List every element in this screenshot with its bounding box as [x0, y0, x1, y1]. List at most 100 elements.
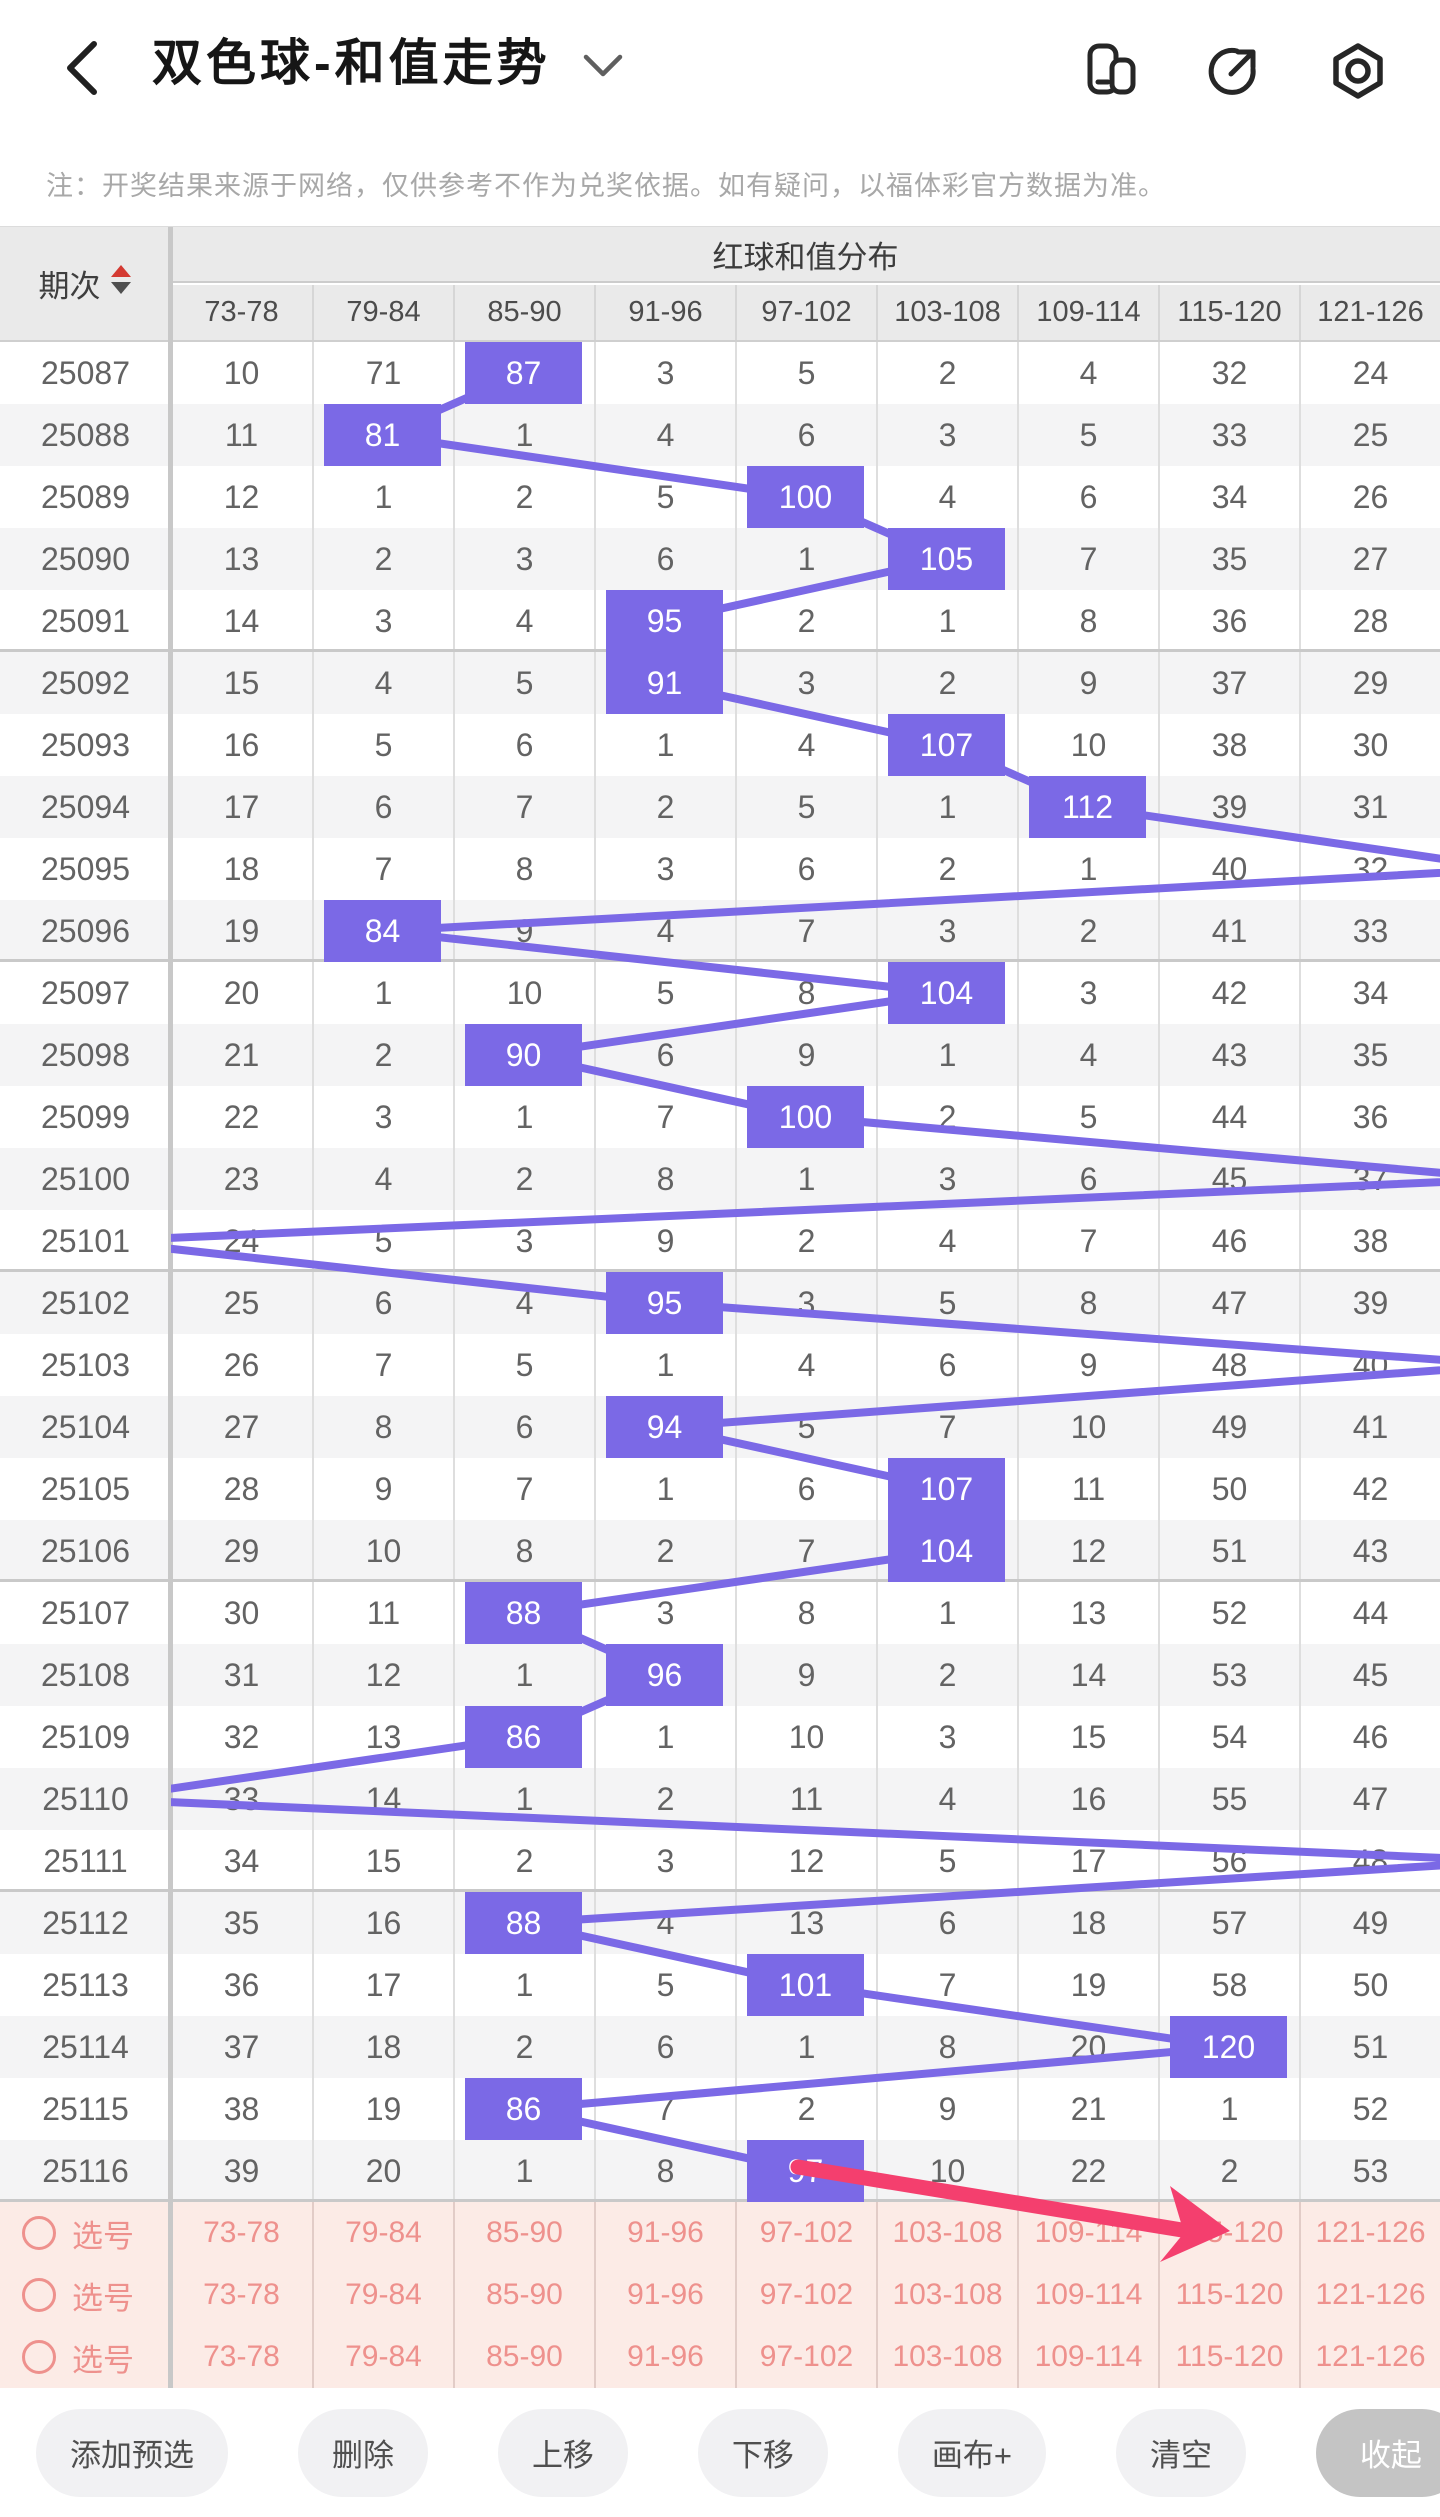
miss-count-cell: 4: [735, 1334, 876, 1396]
selection-range-option[interactable]: 97-102: [735, 2264, 876, 2326]
miss-count-cell: 6: [735, 404, 876, 466]
toolbar-button-move-up[interactable]: 上移: [497, 2408, 628, 2497]
miss-count-cell: 5: [312, 1210, 453, 1269]
selection-range-option[interactable]: 109-114: [1017, 2326, 1158, 2388]
selection-range-option[interactable]: 91-96: [594, 2202, 735, 2264]
selection-range-option[interactable]: 115-120: [1158, 2264, 1299, 2326]
period-cell: 25095: [41, 851, 130, 887]
miss-count-cell: 19: [312, 2078, 453, 2140]
selection-radio[interactable]: [22, 2216, 56, 2250]
selection-range-option[interactable]: 85-90: [453, 2326, 594, 2388]
miss-count-cell: 26: [223, 1347, 260, 1383]
period-cell: 25100: [41, 1161, 130, 1197]
selection-range-option[interactable]: 103-108: [876, 2202, 1017, 2264]
miss-count-cell: 43: [1158, 1024, 1299, 1086]
selection-range-option[interactable]: 79-84: [312, 2326, 453, 2388]
selection-range-option[interactable]: 97-102: [735, 2202, 876, 2264]
miss-count-cell: 2: [453, 1830, 594, 1889]
selection-range-option[interactable]: 73-78: [203, 2340, 280, 2373]
miss-count-cell: 5: [735, 342, 876, 404]
miss-count-cell: 21: [1017, 2078, 1158, 2140]
settings-icon[interactable]: [1328, 40, 1388, 102]
selection-range-option[interactable]: 91-96: [594, 2326, 735, 2388]
table-row: 25097 20 1 10 5 8 104 3 42 34: [0, 962, 1440, 1024]
selection-range-option[interactable]: 91-96: [594, 2264, 735, 2326]
miss-count-cell: 9: [453, 900, 594, 959]
table-row: 25108 31 12 1 96 9 2 14 53 45: [0, 1644, 1440, 1706]
selection-range-option[interactable]: 109-114: [1017, 2202, 1158, 2264]
miss-count-cell: 53: [1158, 1644, 1299, 1706]
miss-count-cell: 1: [876, 590, 1017, 649]
miss-count-cell: 36: [223, 1967, 260, 2003]
miss-count-cell: 2: [453, 466, 594, 528]
share-icon[interactable]: [1204, 41, 1264, 101]
miss-count-cell: 107: [876, 1458, 1017, 1520]
toolbar-button-clear[interactable]: 清空: [1115, 2408, 1246, 2497]
miss-count-cell: 6: [735, 1458, 876, 1520]
table-row: 25099 22 3 1 7 100 2 5 44 36: [0, 1086, 1440, 1148]
miss-count-cell: 23: [223, 1161, 260, 1197]
selection-row-left: 选号: [0, 2326, 171, 2388]
miss-count-cell: 1: [453, 1954, 594, 2016]
miss-count-cell: 95: [594, 590, 735, 649]
miss-count-cell: 46: [1158, 1210, 1299, 1269]
table-row: 25093 16 5 6 1 4 107 10 38 30: [0, 714, 1440, 776]
back-icon[interactable]: [58, 36, 110, 105]
miss-count-cell: 15: [1017, 1706, 1158, 1768]
table-row: 25095 18 7 8 3 6 2 1 40 32: [0, 838, 1440, 900]
miss-count-cell: 14: [1017, 1644, 1158, 1706]
toolbar-button-add-preset[interactable]: 添加预选: [36, 2408, 228, 2497]
selection-range-option[interactable]: 79-84: [312, 2264, 453, 2326]
miss-count-cell: 2: [594, 776, 735, 838]
miss-count-cell: 12: [312, 1644, 453, 1706]
selection-range-option[interactable]: 103-108: [876, 2326, 1017, 2388]
table-row: 25090 13 2 3 6 1 105 7 35 27: [0, 528, 1440, 590]
miss-count-cell: 16: [1017, 1768, 1158, 1830]
selection-range-option[interactable]: 121-126: [1299, 2202, 1440, 2264]
miss-count-cell: 5: [735, 776, 876, 838]
miss-count-cell: 34: [1158, 466, 1299, 528]
miss-count-cell: 1: [312, 466, 453, 528]
period-header-sort[interactable]: 期次: [0, 227, 171, 342]
selection-range-option[interactable]: 121-126: [1299, 2326, 1440, 2388]
selection-range-option[interactable]: 85-90: [453, 2264, 594, 2326]
miss-count-cell: 95: [594, 1272, 735, 1334]
period-cell: 25105: [41, 1471, 130, 1507]
miss-count-cell: 7: [1017, 1210, 1158, 1269]
miss-count-cell: 12: [1017, 1520, 1158, 1579]
miss-count-cell: 2: [876, 342, 1017, 404]
selection-range-option[interactable]: 115-120: [1158, 2326, 1299, 2388]
period-cell: 25102: [41, 1285, 130, 1321]
selection-range-option[interactable]: 97-102: [735, 2326, 876, 2388]
miss-count-cell: 48: [1299, 1830, 1440, 1889]
toolbar-button-delete[interactable]: 删除: [297, 2408, 428, 2497]
miss-count-cell: 90: [453, 1024, 594, 1086]
miss-count-cell: 1: [453, 404, 594, 466]
selection-range-option[interactable]: 109-114: [1017, 2264, 1158, 2326]
window-switch-icon[interactable]: [1082, 42, 1140, 100]
toolbar-button-collapse[interactable]: 收起: [1315, 2408, 1440, 2497]
column-header: 103-108: [876, 285, 1017, 340]
selection-range-option[interactable]: 103-108: [876, 2264, 1017, 2326]
period-cell: 25114: [42, 2029, 129, 2065]
miss-count-cell: 37: [1158, 652, 1299, 714]
selection-range-option[interactable]: 115-120: [1158, 2202, 1299, 2264]
title-dropdown[interactable]: 双色球-和值走势: [152, 30, 625, 96]
table-row: 25100 23 4 2 8 1 3 6 45 37: [0, 1148, 1440, 1210]
selection-range-option[interactable]: 85-90: [453, 2202, 594, 2264]
selection-radio[interactable]: [22, 2278, 56, 2312]
miss-count-cell: 7: [1017, 528, 1158, 590]
miss-count-cell: 42: [1299, 1458, 1440, 1520]
column-header: 85-90: [453, 285, 594, 340]
selection-range-option[interactable]: 79-84: [312, 2202, 453, 2264]
miss-count-cell: 6: [876, 1892, 1017, 1954]
toolbar-button-move-down[interactable]: 下移: [697, 2408, 828, 2497]
selection-range-option[interactable]: 121-126: [1299, 2264, 1440, 2326]
toolbar-button-canvas[interactable]: 画布+: [897, 2408, 1046, 2497]
miss-count-cell: 7: [453, 776, 594, 838]
period-cell: 25093: [41, 727, 130, 763]
selection-range-option[interactable]: 73-78: [203, 2278, 280, 2311]
miss-count-cell: 91: [594, 652, 735, 714]
selection-radio[interactable]: [22, 2340, 56, 2374]
selection-range-option[interactable]: 73-78: [203, 2216, 280, 2249]
